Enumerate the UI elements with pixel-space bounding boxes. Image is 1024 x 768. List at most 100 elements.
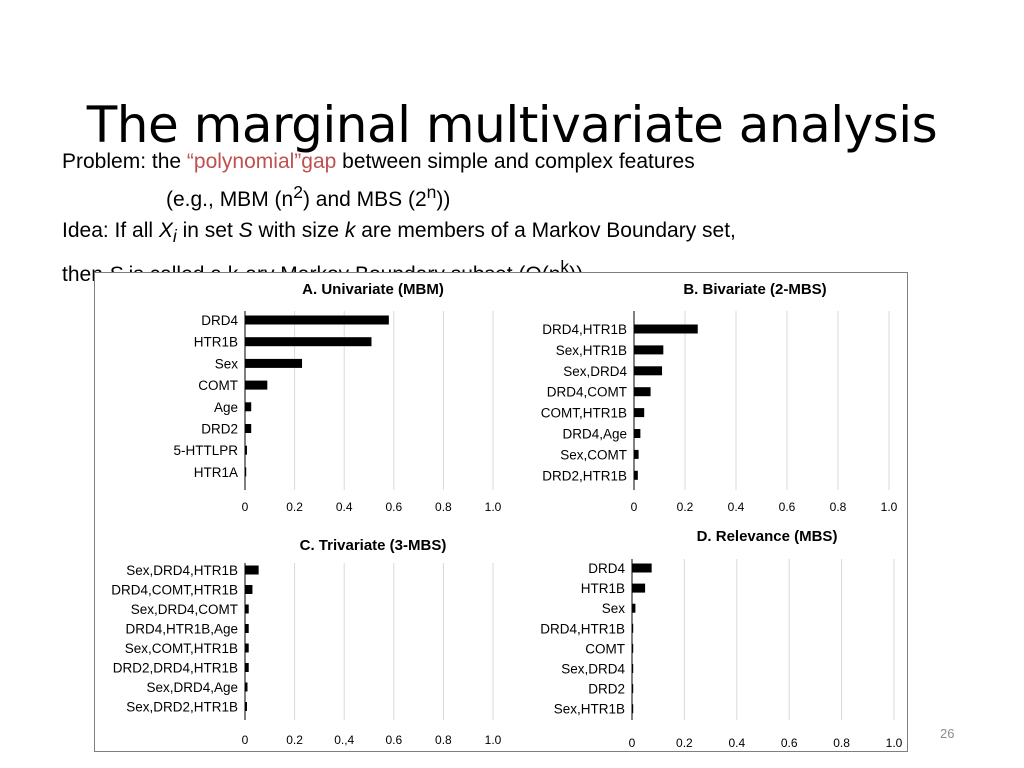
variable-s: S [238, 219, 253, 242]
category-label: Sex,HTR1B [556, 343, 627, 358]
subscript-i: i [172, 226, 177, 247]
chart-title: B. Bivariate (2-MBS) [683, 281, 826, 298]
chart-title: C. Trivariate (3-MBS) [300, 537, 447, 554]
category-label: DRD4,COMT,HTR1B [111, 583, 238, 598]
category-label: Age [214, 400, 238, 415]
tick-label: 0.2 [677, 500, 694, 514]
chart-title: D. Relevance (MBS) [697, 528, 838, 545]
category-label: Sex [602, 601, 626, 616]
category-label: HTR1A [194, 465, 238, 480]
category-label: Sex [215, 356, 239, 371]
bar [245, 682, 248, 692]
variable-k: k [344, 219, 356, 242]
category-label: HTR1B [581, 581, 625, 596]
category-label: DRD4,HTR1B [540, 621, 625, 636]
tick-label: 0.2 [676, 736, 693, 750]
tick-label: 0.8 [833, 736, 850, 750]
bar [632, 583, 646, 593]
tick-label: 0.8 [435, 500, 452, 514]
category-label: DRD2,DRD4,HTR1B [113, 661, 238, 676]
tick-label: 0.4 [728, 500, 745, 514]
category-label: COMT [198, 378, 238, 393]
example-part-a: (e.g., MBM (n [166, 188, 294, 211]
category-label: COMT [585, 641, 625, 656]
bar [245, 663, 249, 672]
bar [634, 429, 641, 438]
bar [634, 470, 638, 480]
bar [245, 604, 249, 614]
definition-part-a: then [62, 263, 109, 287]
tick-label: 0.2 [286, 733, 303, 747]
bar [245, 337, 372, 347]
charts-svg: 0 0.2 0.4 0.6 0.8 1.0 A. Univariate (MBM) DRD4 H… [111, 281, 903, 750]
category-label: 5-HTTLPR [173, 443, 238, 458]
tick-label: 0.4 [336, 500, 353, 514]
category-label: Sex,DRD4 [563, 364, 627, 379]
bar [634, 449, 639, 459]
tick-label: 0.6 [779, 500, 796, 514]
idea-part-a: Idea: If all [62, 219, 159, 242]
bar [245, 565, 259, 575]
category-label: Sex,COMT [560, 447, 627, 462]
bar [632, 603, 636, 613]
bar [245, 467, 247, 477]
idea-part-d: are members of a Markov Boundary set, [355, 219, 736, 242]
category-label: Sex,DRD4,Age [146, 680, 238, 695]
bar [245, 643, 249, 653]
bar [245, 380, 268, 390]
category-label: DRD4,HTR1B [542, 322, 627, 337]
tick-label: 0 [631, 500, 638, 514]
problem-prefix: Problem: the [62, 150, 187, 173]
bar [634, 387, 651, 397]
category-label: HTR1B [194, 335, 238, 350]
page-number: 26 [940, 726, 955, 741]
superscript-2: 2 [293, 182, 303, 202]
category-label: DRD4,Age [562, 427, 627, 442]
example-part-c: )) [436, 188, 451, 211]
idea-line: Idea: If all Xi in set S with size k are… [62, 215, 962, 252]
bar [632, 563, 652, 573]
category-label: Sex,DRD2,HTR1B [126, 700, 238, 715]
category-label: DRD4 [588, 561, 625, 576]
tick-label: 0.6 [385, 733, 402, 747]
tick-label: 1.0 [886, 736, 903, 750]
category-label: Sex,DRD4,COMT [131, 602, 238, 617]
tick-label: 0.8 [830, 500, 847, 514]
tick-label: 1.0 [485, 733, 502, 747]
category-label: DRD4 [201, 313, 238, 328]
category-label: DRD4,COMT [547, 385, 627, 400]
bar [245, 315, 389, 325]
tick-label: 0.8 [435, 733, 452, 747]
bar [245, 445, 247, 455]
bar [634, 345, 664, 355]
superscript-n: n [426, 182, 437, 202]
bar [632, 623, 634, 633]
bar [245, 702, 247, 711]
idea-part-c: with size [252, 219, 345, 242]
tick-label: 0 [629, 736, 636, 750]
bar [632, 643, 634, 653]
category-label: Sex,DRD4,HTR1B [126, 563, 238, 578]
superscript-k: k [560, 257, 570, 278]
variable-x: X [158, 219, 173, 242]
problem-suffix: between simple and complex features [336, 150, 695, 173]
category-label: DRD2 [201, 422, 238, 437]
tick-label: 0 [242, 500, 249, 514]
bar [632, 664, 634, 673]
bar-chart-figure: 0 0.2 0.4 0.6 0.8 1.0 A. Univariate (MBM) DRD4 H… [94, 272, 908, 752]
chart-title: A. Univariate (MBM) [302, 281, 444, 298]
bar [632, 684, 634, 694]
category-label: DRD4,HTR1B,Age [125, 622, 238, 637]
bar [245, 585, 253, 594]
category-label: Sex,DRD4 [561, 662, 625, 677]
tick-label: 1.0 [485, 500, 502, 514]
polynomial-gap-highlight: “polynomial”gap [186, 150, 337, 173]
tick-label: 0.4 [728, 736, 745, 750]
slide-title: The marginal multivariate analysis [86, 95, 938, 154]
bar [632, 704, 634, 714]
bar [634, 408, 645, 418]
tick-label: 0.6 [385, 500, 402, 514]
bar [245, 424, 252, 433]
category-label: COMT,HTR1B [541, 406, 627, 421]
category-label: DRD2,HTR1B [542, 468, 627, 483]
